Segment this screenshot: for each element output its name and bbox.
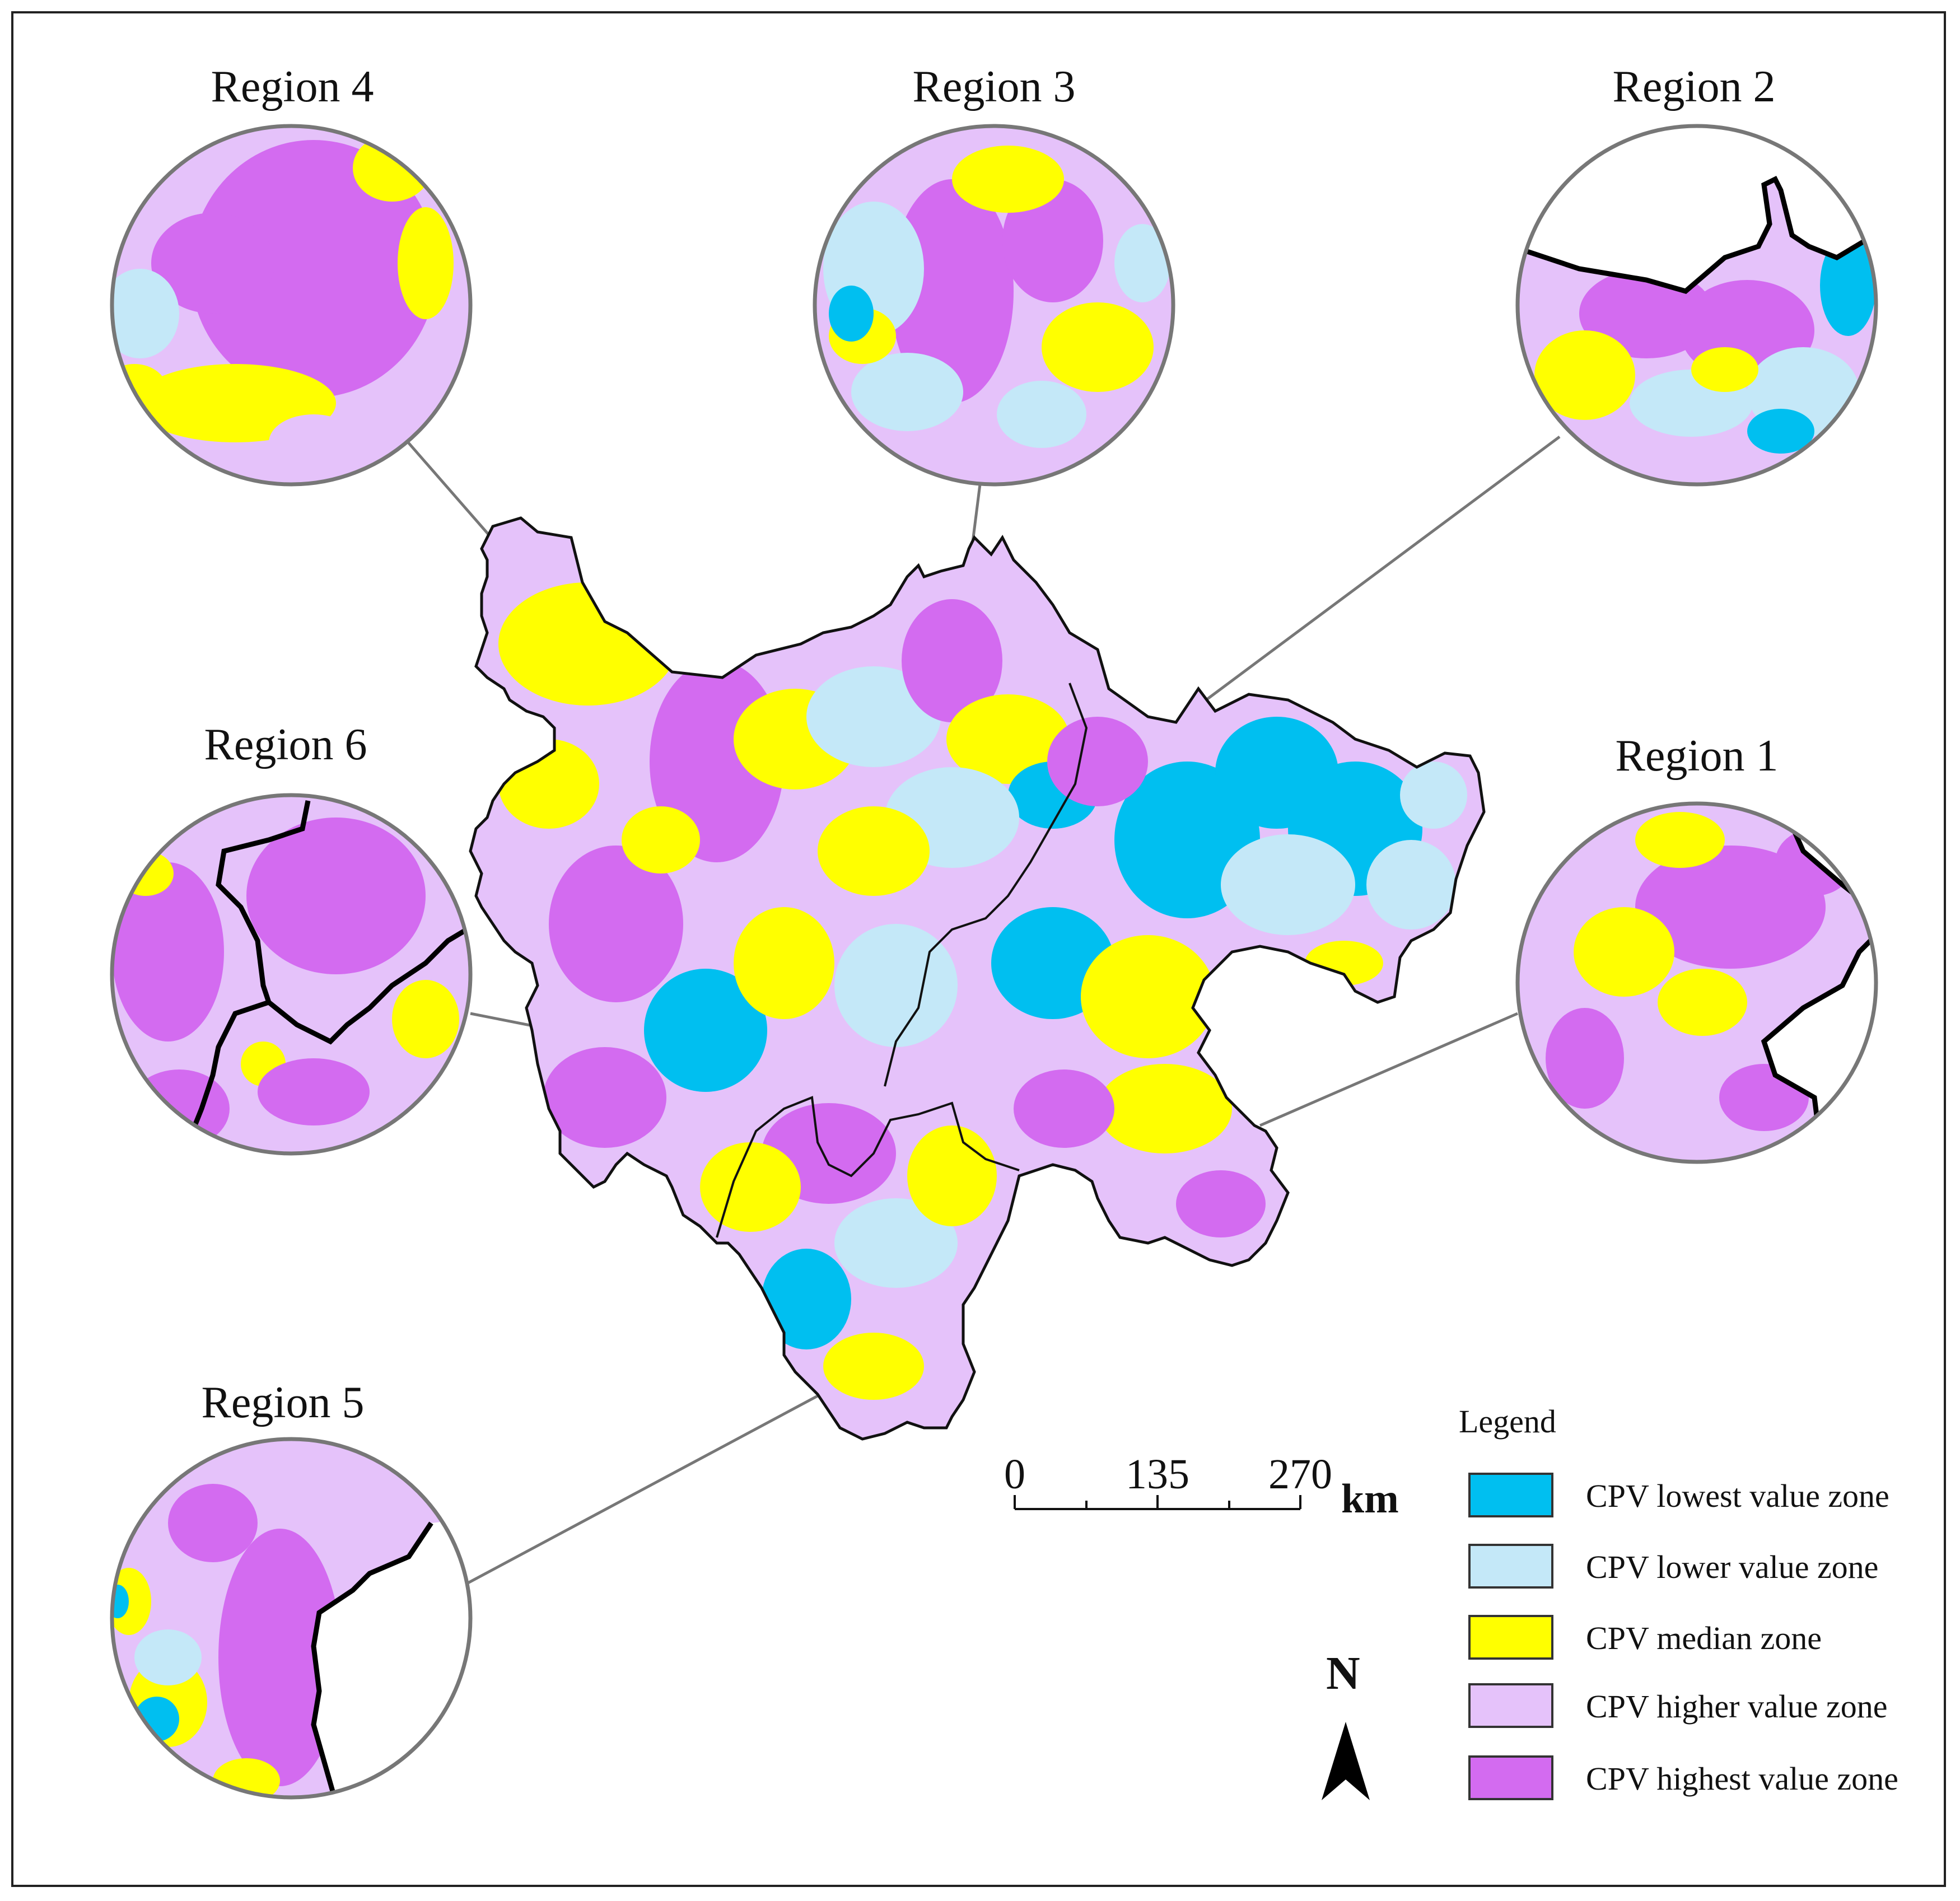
region-4-title: Region 4 (211, 62, 374, 111)
legend-label: CPV lowest value zone (1586, 1478, 1889, 1514)
legend-label: CPV lower value zone (1586, 1549, 1879, 1585)
legend-item-lower: CPV lower value zone (1468, 1544, 1950, 1591)
legend-item-highest: CPV highest value zone (1468, 1755, 1950, 1802)
legend-swatch (1468, 1615, 1553, 1660)
legend-swatch (1468, 1544, 1553, 1589)
scale-tick-135: 135 (1126, 1451, 1189, 1498)
region-5-title: Region 5 (201, 1378, 365, 1427)
scale-tick-270: 270 (1268, 1451, 1332, 1498)
legend-swatch (1468, 1755, 1553, 1800)
region-2-title: Region 2 (1612, 62, 1776, 111)
region-2-inset (1515, 124, 1878, 487)
north-label: N (1326, 1647, 1360, 1699)
region-6-inset (110, 793, 473, 1156)
region-3-inset (813, 124, 1175, 487)
legend-swatch (1468, 1473, 1553, 1517)
region-6-title: Region 6 (204, 720, 367, 769)
legend-title: Legend (1459, 1403, 1556, 1440)
zone-patches (498, 582, 1467, 1400)
legend-label: CPV median zone (1586, 1620, 1822, 1656)
legend-label: CPV higher value zone (1586, 1688, 1888, 1725)
legend-item-higher: CPV higher value zone (1468, 1683, 1950, 1730)
region-4-inset (110, 124, 473, 487)
scale-unit: km (1341, 1476, 1399, 1522)
legend-swatch (1468, 1683, 1553, 1728)
north-arrow (1322, 1722, 1370, 1800)
scale-tick-0: 0 (1004, 1451, 1025, 1498)
province-map (459, 504, 1501, 1456)
legend-label: CPV highest value zone (1586, 1760, 1898, 1797)
region-1-inset (1515, 801, 1878, 1164)
region-1-title: Region 1 (1615, 731, 1779, 781)
region-5-inset (110, 1437, 473, 1800)
region-3-title: Region 3 (912, 62, 1076, 111)
legend-item-lowest: CPV lowest value zone (1468, 1473, 1950, 1520)
legend-item-median: CPV median zone (1468, 1615, 1950, 1662)
scale-bar (1014, 1495, 1301, 1510)
